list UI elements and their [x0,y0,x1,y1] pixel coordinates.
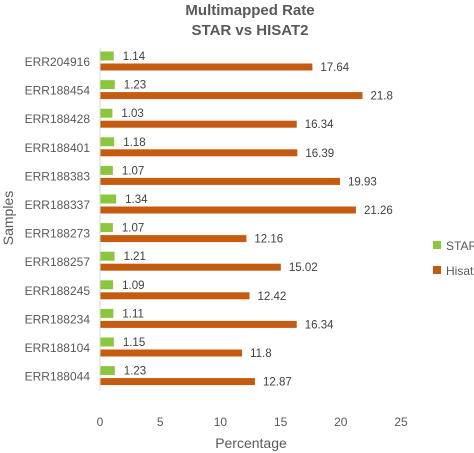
star-bar [100,251,115,261]
star-bar [100,223,113,233]
hisat-bar [100,177,340,185]
legend-label: STAR [446,239,474,253]
hisat-bar [100,292,250,300]
hisat-data-label: 16.34 [305,119,334,131]
category-label: ERR188245 [25,284,91,298]
category-label: ERR188257 [25,255,91,269]
category-label: ERR188234 [25,312,91,326]
hisat-bar [100,92,363,100]
y-axis-label: Samples [0,191,16,245]
hisat-data-label: 12.42 [258,291,287,303]
plot-area: 1.14 17.64 1.23 21.8 1.03 16.34 1.18 16.39 1.07 1… [99,48,393,391]
hisat-data-label: 17.64 [320,62,349,74]
star-bar [100,80,115,90]
star-data-label: 1.14 [123,51,146,63]
star-bar [100,366,115,376]
category-label: ERR188104 [25,341,91,355]
hisat-bar [100,149,298,157]
hisat-bar [100,120,297,128]
category-labels: ERR204916 ERR188454 ERR188428 ERR188401 ERR1… [25,55,91,384]
star-data-label: 1.23 [124,80,146,92]
legend-swatch [433,266,441,274]
star-bar [100,165,113,175]
legend-label: Hisat [446,264,474,278]
star-data-label: 1.18 [123,137,145,149]
hisat-data-label: 21.26 [364,205,393,217]
star-data-label: 1.34 [125,194,148,206]
x-axis-ticks: 0 5 10 15 20 25 [97,415,408,429]
category-label: ERR188383 [25,169,91,183]
category-label: ERR188454 [25,84,91,98]
category-label: ERR188401 [25,141,91,155]
hisat-bar [100,263,281,271]
hisat-data-label: 11.8 [250,348,272,360]
hisat-bar [100,235,247,243]
star-data-label: 1.07 [122,223,144,235]
x-tick-label: 20 [334,415,348,429]
x-tick-label: 0 [97,415,104,429]
x-axis-label: Percentage [215,435,287,451]
star-data-label: 1.03 [121,108,143,120]
category-label: ERR188044 [25,370,91,384]
star-data-label: 1.23 [124,366,146,378]
x-tick-label: 25 [394,415,408,429]
x-tick-label: 10 [214,415,228,429]
star-bar [100,337,114,347]
hisat-bar [100,378,255,386]
hisat-data-label: 12.16 [254,234,283,246]
chart-subtitle: STAR vs HISAT2 [192,22,309,39]
hisat-data-label: 15.02 [289,262,318,274]
hisat-bar [100,320,297,328]
x-tick-label: 15 [274,415,288,429]
hisat-data-label: 21.8 [370,91,392,103]
category-label: ERR188337 [25,198,91,212]
hisat-bar [100,349,243,357]
hisat-bar [100,206,356,214]
star-bar [100,308,114,318]
hisat-data-label: 19.93 [348,176,377,188]
star-data-label: 1.21 [124,251,146,263]
category-label: ERR188428 [25,112,91,126]
legend-swatch [433,241,441,249]
star-data-label: 1.07 [122,165,144,177]
hisat-bar [100,63,313,71]
hisat-data-label: 16.34 [305,319,334,331]
hisat-data-label: 12.87 [263,377,292,389]
legend: STAR Hisat [433,239,474,278]
star-bar [100,280,114,290]
star-bar [100,51,114,61]
hisat-data-label: 16.39 [305,148,334,160]
star-data-label: 1.15 [123,337,145,349]
star-bar [100,194,117,204]
chart-title: Multimapped Rate [185,2,314,19]
category-label: ERR188273 [25,227,91,241]
star-bar [100,137,115,147]
category-label: ERR204916 [25,55,91,69]
x-tick-label: 5 [157,415,164,429]
star-bar [100,108,113,118]
star-data-label: 1.09 [122,280,144,292]
star-data-label: 1.11 [122,308,144,320]
